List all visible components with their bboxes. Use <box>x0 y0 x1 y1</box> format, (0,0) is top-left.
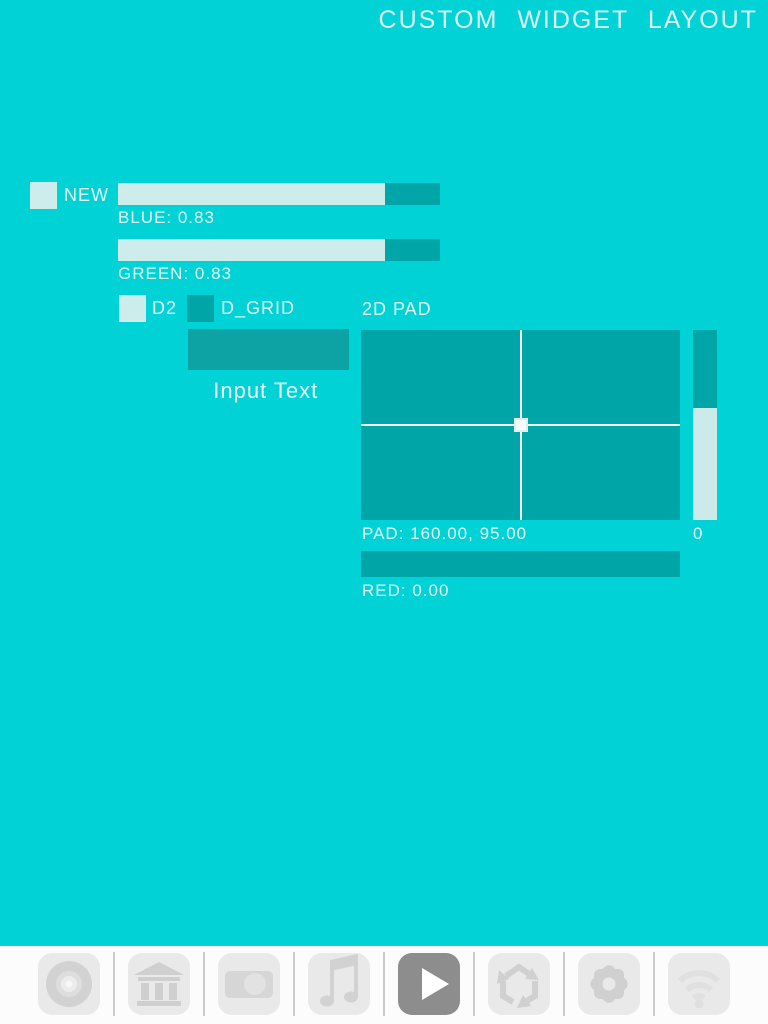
pad-title: 2D PAD <box>362 299 432 319</box>
red-slider-label: RED: 0.00 <box>362 581 450 600</box>
settings-button[interactable] <box>578 953 640 1015</box>
toolbar-divider <box>473 952 475 1016</box>
blue-slider-fill <box>118 183 386 205</box>
toolbar-divider <box>383 952 385 1016</box>
d-grid-toggle-label: D_GRID <box>221 298 296 318</box>
vertical-slider-label: 0 <box>693 524 704 543</box>
disc-icon <box>37 952 101 1016</box>
blue-slider-label: BLUE: 0.83 <box>118 208 215 227</box>
toolbar-divider <box>203 952 205 1016</box>
vertical-slider-fill <box>693 407 717 520</box>
toolbar <box>0 946 768 1024</box>
disc-button[interactable] <box>38 953 100 1015</box>
music-button[interactable] <box>308 953 370 1015</box>
bank-icon <box>127 952 191 1016</box>
d2-toggle[interactable] <box>119 295 146 322</box>
vertical-slider[interactable] <box>693 330 717 520</box>
toolbar-divider <box>653 952 655 1016</box>
new-toggle[interactable] <box>30 182 57 209</box>
toolbar-divider <box>563 952 565 1016</box>
pad-readout: PAD: 160.00, 95.00 <box>362 524 528 543</box>
text-input[interactable]: Input Text <box>188 329 349 403</box>
blue-slider[interactable] <box>118 183 440 205</box>
2d-pad[interactable] <box>361 330 680 520</box>
toolbar-divider <box>113 952 115 1016</box>
green-slider[interactable] <box>118 239 440 261</box>
green-slider-fill <box>118 239 386 261</box>
page-title: CUSTOM WIDGET LAYOUT <box>378 6 758 34</box>
red-slider[interactable] <box>361 551 680 577</box>
photo-button[interactable] <box>218 953 280 1015</box>
text-input-value: Input Text <box>213 378 319 403</box>
wifi-button[interactable] <box>668 953 730 1015</box>
green-slider-label: GREEN: 0.83 <box>118 264 232 283</box>
play-button[interactable] <box>398 953 460 1015</box>
bank-button[interactable] <box>128 953 190 1015</box>
photo-icon <box>217 952 281 1016</box>
play-icon <box>397 952 461 1016</box>
recycle-button[interactable] <box>488 953 550 1015</box>
recycle-icon <box>487 952 551 1016</box>
d2-toggle-label: D2 <box>152 298 178 318</box>
wifi-icon <box>667 952 731 1016</box>
music-note-icon <box>307 952 371 1016</box>
new-toggle-label: NEW <box>64 185 109 205</box>
d-grid-toggle[interactable] <box>187 295 214 322</box>
pad-handle[interactable] <box>514 418 528 432</box>
toolbar-divider <box>293 952 295 1016</box>
gear-icon <box>577 952 641 1016</box>
